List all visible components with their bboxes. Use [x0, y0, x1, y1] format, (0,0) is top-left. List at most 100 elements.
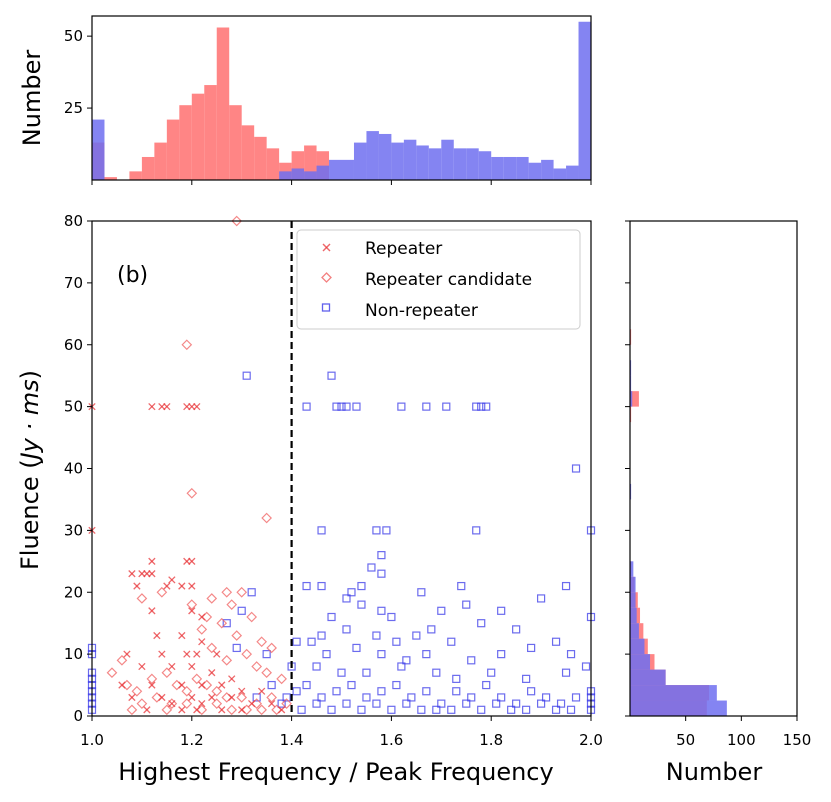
point-non-repeater [342, 699, 351, 708]
point-repeater-stroke [188, 693, 196, 702]
point-non-repeater [536, 699, 546, 708]
top-histogram: 25 50 Number [18, 15, 592, 185]
scatter-xtick-label: 1.4 [280, 731, 304, 749]
point-non-repeater [307, 637, 316, 646]
point-repeater [148, 681, 156, 689]
point-non-repeater [377, 551, 386, 560]
point-repeater-candidate [146, 673, 158, 685]
point-repeater [128, 693, 136, 702]
point-non-repeater [482, 402, 491, 411]
point-non-repeater [497, 693, 506, 702]
scatter-xtick-label: 1.8 [479, 731, 503, 749]
point-repeater-stroke [178, 631, 186, 640]
legend-marker-repeater [322, 243, 331, 252]
point-non-repeater [352, 402, 361, 411]
point-non-repeater [581, 662, 591, 671]
scatter-ticks: 1.0 1.2 1.4 1.6 1.8 2.0 0 10 20 30 40 50 60 70 80 [64, 212, 603, 749]
scatter-ytick-label: 70 [64, 274, 83, 292]
point-repeater [148, 402, 156, 411]
point-non-repeater [267, 680, 276, 690]
top-hist-bar-non-repeater [478, 151, 492, 180]
point-non-repeater [387, 612, 396, 622]
scatter-ylabel-units: Jy · ms [16, 379, 44, 463]
scatter-ylabel: Fluence (Jy · ms) [16, 370, 44, 570]
scatter-ytick-label: 10 [64, 645, 83, 663]
right-hist-bar-non-repeater [630, 700, 727, 716]
point-non-repeater [377, 650, 386, 659]
point-repeater-stroke [258, 687, 266, 695]
point-repeater [163, 402, 171, 411]
point-non-repeater [452, 674, 461, 683]
point-non-repeater [332, 687, 341, 696]
point-repeater-stroke [143, 706, 151, 714]
point-repeater [277, 706, 286, 714]
point-repeater-candidate [181, 685, 193, 697]
top-hist-bar-non-repeater [516, 156, 529, 180]
point-non-repeater [432, 668, 441, 677]
top-hist-bar-non-repeater [428, 148, 442, 180]
point-non-repeater [292, 687, 301, 696]
top-hist-bar-repeater [154, 142, 167, 180]
top-histogram-non-repeater-bars [92, 21, 591, 181]
top-hist-bar-repeater [104, 177, 117, 180]
top-hist-bar-non-repeater [378, 133, 392, 180]
point-repeater-candidate [241, 648, 253, 660]
point-repeater [193, 650, 201, 658]
point-repeater-candidate [156, 586, 168, 598]
point-repeater-stroke [153, 631, 161, 640]
top-hist-bar-non-repeater [541, 159, 554, 180]
point-non-repeater [262, 650, 271, 659]
point-repeater-candidate [221, 654, 233, 666]
point-non-repeater [372, 631, 381, 640]
point-repeater [168, 699, 176, 708]
top-hist-bar-repeater [254, 136, 267, 180]
point-repeater-candidate [231, 215, 243, 227]
scatter-ytick-label: 0 [73, 707, 83, 725]
point-repeater-candidate [171, 679, 183, 691]
point-non-repeater [467, 656, 476, 665]
point-repeater-candidate [241, 704, 253, 716]
point-repeater-stroke [163, 402, 171, 411]
point-non-repeater [252, 693, 261, 702]
point-non-repeater [312, 662, 321, 671]
point-non-repeater [357, 600, 366, 609]
point-non-repeater [347, 680, 356, 690]
point-non-repeater [352, 643, 361, 653]
top-histogram-ticks: 25 50 [64, 27, 592, 185]
point-repeater [228, 693, 236, 702]
point-repeater-candidate [261, 512, 272, 524]
point-non-repeater [342, 402, 351, 411]
top-hist-bar-non-repeater [291, 168, 305, 180]
point-repeater-candidate [201, 679, 213, 691]
point-repeater-stroke [158, 693, 166, 702]
point-non-repeater [362, 693, 371, 702]
top-hist-bar-non-repeater [453, 148, 467, 180]
top-hist-bar-non-repeater [553, 168, 567, 180]
point-repeater [188, 582, 196, 590]
point-non-repeater [327, 705, 336, 714]
point-repeater-candidate [106, 667, 118, 679]
top-hist-bar-repeater [266, 148, 280, 180]
point-non-repeater [322, 650, 331, 659]
right-hist-bar-non-repeater [630, 654, 651, 670]
point-non-repeater [377, 569, 386, 578]
point-repeater-candidate [226, 599, 238, 610]
point-repeater [168, 576, 176, 584]
point-repeater-stroke [198, 613, 206, 621]
right-hist-bar-non-repeater [630, 623, 639, 639]
point-non-repeater [512, 625, 521, 634]
point-non-repeater [442, 402, 451, 411]
top-hist-bar-non-repeater [441, 139, 454, 180]
point-repeater-candidate [201, 611, 213, 623]
point-non-repeater [372, 526, 381, 535]
scatter-ylabel-close: ) [16, 370, 44, 379]
point-repeater [178, 631, 186, 640]
point-non-repeater [317, 581, 326, 591]
point-repeater-candidate [221, 586, 233, 598]
point-non-repeater [497, 650, 506, 659]
point-non-repeater [427, 625, 436, 634]
panel-label: (b) [117, 263, 148, 288]
point-repeater [178, 706, 186, 714]
point-non-repeater [247, 588, 256, 597]
